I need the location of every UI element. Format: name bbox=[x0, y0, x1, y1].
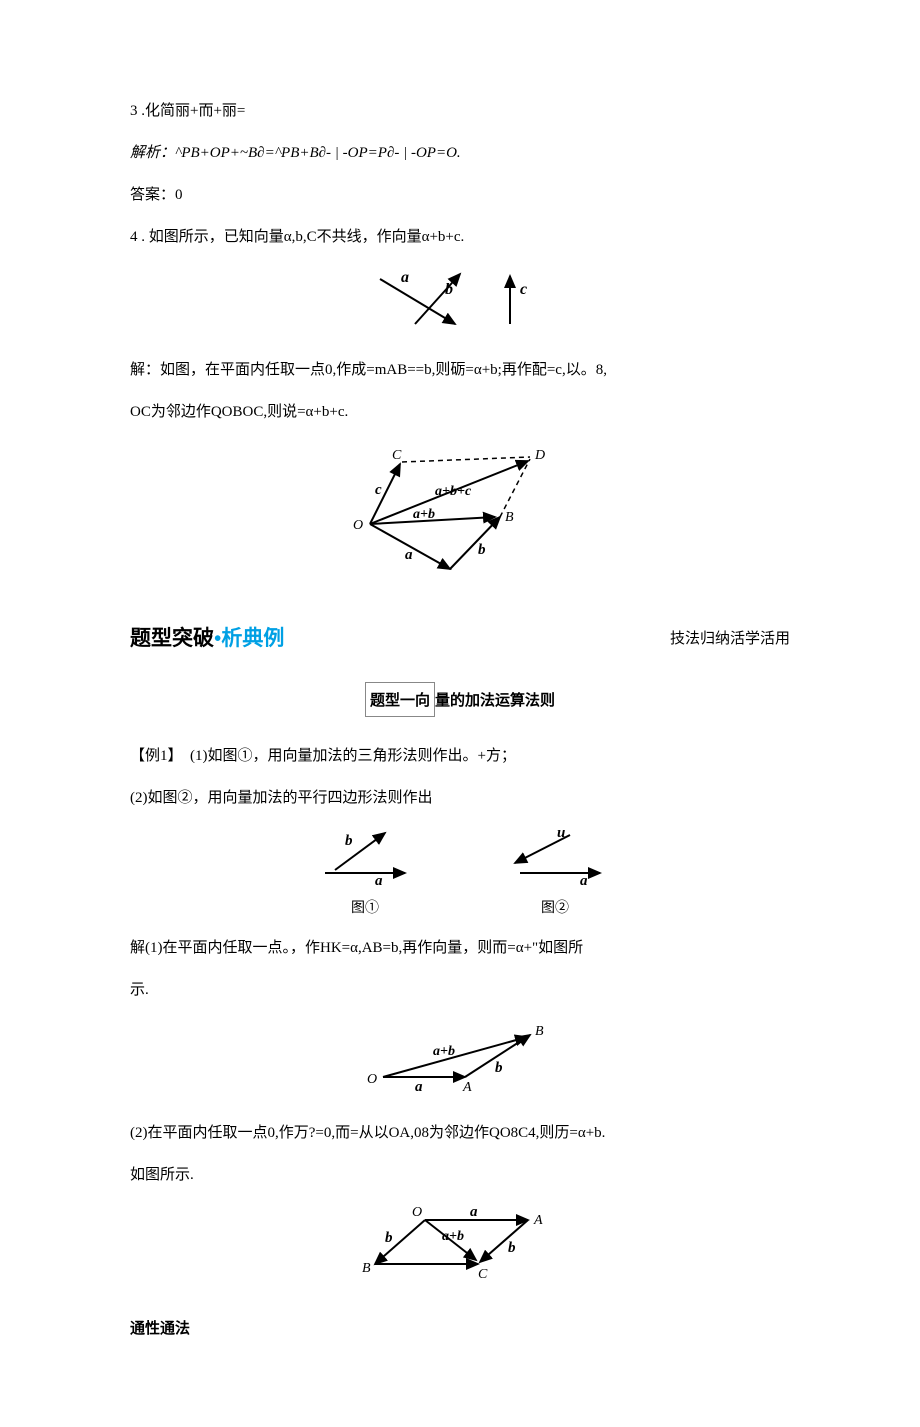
q4-text: 4 . 如图所示，已知向量α,b,C不共线，作向量α+b+c. bbox=[130, 216, 790, 258]
fig-cap-1: 图① bbox=[305, 897, 425, 917]
fig-cap-2: 图② bbox=[495, 897, 615, 917]
fig4-b: b bbox=[495, 1060, 503, 1076]
fig2-ab: a+b bbox=[413, 507, 435, 522]
fig2-D: D bbox=[534, 448, 545, 463]
ex1-line2: (2)如图②，用向量加法的平行四边形法则作出 bbox=[130, 777, 790, 819]
type-box: 题型一向 bbox=[365, 682, 435, 717]
ex1-sol-a2: 示. bbox=[130, 969, 790, 1011]
fig4-ab: a+b bbox=[433, 1044, 455, 1059]
fig1-b-label: b bbox=[445, 281, 453, 298]
fig2-c: c bbox=[375, 482, 382, 498]
figure-3b: a u 图② bbox=[495, 825, 615, 917]
page: 3 .化简丽+而+丽= 解析：^PB+OP+~B∂=^PB+B∂- | -OP=… bbox=[0, 0, 920, 1427]
type-box-trail: 量的加法运算法则 bbox=[435, 689, 555, 710]
conclusion-heading: 通性通法 bbox=[130, 1307, 790, 1352]
fig2-b: b bbox=[478, 542, 486, 558]
q4-sol1: 解：如图，在平面内任取一点0,作成=mAB==b,则砺=α+b;再作配=c,以。… bbox=[130, 349, 790, 391]
fig5-b2: b bbox=[508, 1240, 516, 1256]
type-box-line: 题型一向 量的加法运算法则 bbox=[130, 682, 790, 717]
fig3a-b: b bbox=[345, 833, 353, 849]
fig5-b1: b bbox=[385, 1230, 393, 1246]
section-right: 技法归纳活学活用 bbox=[670, 627, 790, 648]
fig3a-a: a bbox=[375, 873, 383, 889]
fig5-C: C bbox=[478, 1267, 488, 1282]
ex1-sol-b: (2)在平面内任取一点0,作万?=0,而=从以OA,08为邻边作QO8C4,则历… bbox=[130, 1112, 790, 1154]
fig4-O: O bbox=[367, 1072, 377, 1087]
figure-3-pair: a b 图① a u 图② bbox=[130, 825, 790, 917]
fig5-ab: a+b bbox=[442, 1229, 464, 1244]
fig2-O: O bbox=[353, 518, 363, 533]
q3-explain-text: 解析：^PB+OP+~B∂=^PB+B∂- | -OP=P∂- | -OP=O. bbox=[130, 145, 461, 161]
q3-answer: 答案：0 bbox=[130, 174, 790, 216]
figure-4: O a A b B a+b bbox=[130, 1017, 790, 1102]
fig2-B: B bbox=[505, 510, 514, 525]
section-left-blue: 析典例 bbox=[221, 626, 284, 650]
fig3b-a: a bbox=[580, 873, 588, 889]
fig4-a: a bbox=[415, 1079, 423, 1095]
fig4-B: B bbox=[535, 1024, 544, 1039]
fig1-a-label: a bbox=[401, 269, 409, 286]
section-left-black: 题型突破 bbox=[130, 626, 214, 650]
figure-2: O a b B a+b c C a+b+c D bbox=[130, 439, 790, 584]
ex1-head: 【例1】 (1)如图①，用向量加法的三角形法则作出。+方； bbox=[130, 735, 790, 777]
fig2-a: a bbox=[405, 547, 413, 563]
fig5-a: a bbox=[470, 1204, 478, 1220]
fig1-c-label: c bbox=[520, 281, 527, 298]
figure-3a: a b 图① bbox=[305, 825, 425, 917]
section-title: 题型突破•析典例 bbox=[130, 622, 284, 652]
figure-1: a b c bbox=[130, 264, 790, 339]
fig3b-u: u bbox=[557, 825, 565, 841]
fig5-A: A bbox=[533, 1213, 543, 1228]
fig2-abc: a+b+c bbox=[435, 484, 472, 499]
figure-5: O a A b B b C a+b bbox=[130, 1202, 790, 1292]
section-header: 题型突破•析典例 技法归纳活学活用 bbox=[130, 622, 790, 652]
ex1-sol-a: 解(1)在平面内任取一点。，作HK=α,AB=b,再作向量，则而=α+"如图所 bbox=[130, 927, 790, 969]
ex1-sol-b2: 如图所示. bbox=[130, 1154, 790, 1196]
fig5-B: B bbox=[362, 1261, 371, 1276]
fig2-C: C bbox=[392, 448, 402, 463]
fig5-O: O bbox=[412, 1205, 422, 1220]
q3-text: 3 .化简丽+而+丽= bbox=[130, 90, 790, 132]
fig4-A: A bbox=[462, 1080, 472, 1095]
q4-sol2: OC为邻边作QOBOC,则说=α+b+c. bbox=[130, 391, 790, 433]
q3-explain: 解析：^PB+OP+~B∂=^PB+B∂- | -OP=P∂- | -OP=O. bbox=[130, 132, 790, 174]
